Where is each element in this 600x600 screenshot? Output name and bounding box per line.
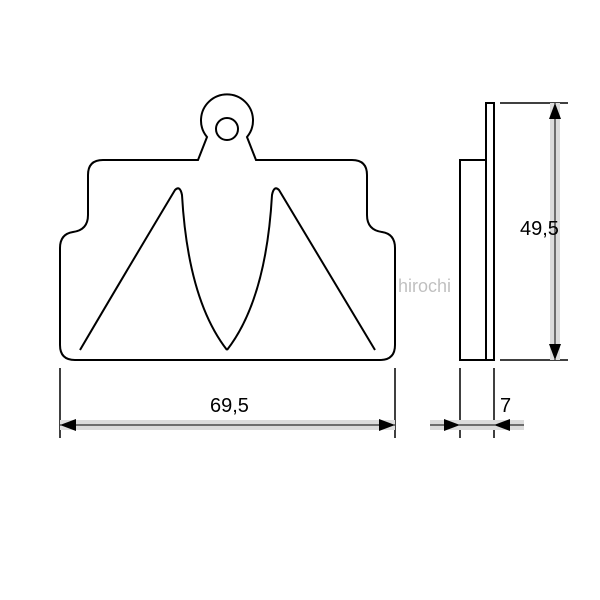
technical-drawing: 69,5 49,5 7 hirochi: [0, 0, 600, 600]
friction-material: [460, 160, 486, 360]
backing-plate: [486, 103, 494, 360]
height-label: 49,5: [520, 218, 559, 241]
side-view: [460, 103, 494, 360]
drawing-svg: [0, 0, 600, 600]
width-label: 69,5: [210, 395, 249, 418]
thickness-label: 7: [500, 395, 511, 418]
front-view: [60, 94, 395, 360]
mounting-hole: [216, 118, 238, 140]
